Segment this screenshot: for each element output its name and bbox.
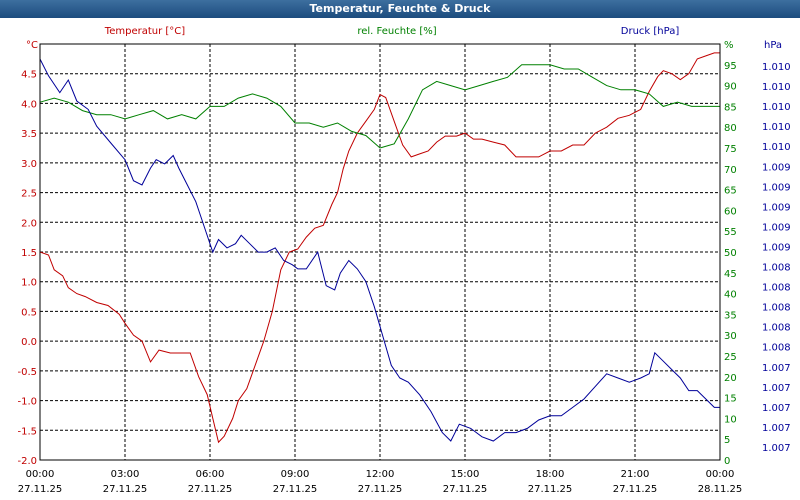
x-tick-time: 06:00 bbox=[196, 469, 225, 480]
humidity-tick: 45 bbox=[724, 269, 737, 280]
pressure-tick: 1.010 bbox=[762, 62, 791, 73]
humidity-tick: 85 bbox=[724, 102, 737, 113]
humidity-tick: 35 bbox=[724, 310, 737, 321]
humidity-tick: 65 bbox=[724, 186, 737, 197]
x-tick-time: 09:00 bbox=[281, 469, 310, 480]
humidity-tick: 50 bbox=[724, 248, 737, 259]
pressure-tick: 1.007 bbox=[762, 383, 791, 394]
temperature-tick: 1.0 bbox=[21, 278, 37, 289]
temperature-axis-label: Temperatur [°C] bbox=[104, 26, 185, 37]
pressure-tick: 1.010 bbox=[762, 82, 791, 93]
window-title: Temperatur, Feuchte & Druck bbox=[0, 0, 800, 18]
temperature-tick: -1.5 bbox=[17, 426, 37, 437]
humidity-tick: 0 bbox=[724, 456, 730, 467]
temperature-tick: -2.0 bbox=[17, 456, 37, 467]
pressure-tick: 1.008 bbox=[762, 263, 791, 274]
pressure-tick: 1.008 bbox=[762, 303, 791, 314]
temperature-tick: 2.5 bbox=[21, 189, 37, 200]
temperature-tick: -0.5 bbox=[17, 367, 37, 378]
plot-frame bbox=[39, 43, 721, 461]
pressure-tick: 1.007 bbox=[762, 423, 791, 434]
humidity-tick: 55 bbox=[724, 227, 737, 238]
x-tick-date: 28.11.25 bbox=[698, 484, 743, 495]
humidity-tick: 5 bbox=[724, 435, 730, 446]
pressure-tick: 1.008 bbox=[762, 283, 791, 294]
humidity-tick: 90 bbox=[724, 82, 737, 93]
humidity-tick: 75 bbox=[724, 144, 737, 155]
pressure-tick: 1.007 bbox=[762, 443, 791, 454]
temperature-tick: 2.0 bbox=[21, 218, 37, 229]
series-line-pressure bbox=[39, 58, 720, 442]
pressure-tick: 1.009 bbox=[762, 242, 791, 253]
x-tick-date: 27.11.25 bbox=[188, 484, 233, 495]
pressure-axis-label: Druck [hPa] bbox=[621, 26, 680, 37]
series-line-humidity bbox=[39, 64, 720, 149]
temperature-tick: 3.0 bbox=[21, 159, 37, 170]
pressure-tick: 1.009 bbox=[762, 222, 791, 233]
humidity-tick: 20 bbox=[724, 373, 737, 384]
x-tick-time: 12:00 bbox=[366, 469, 395, 480]
chart-frame bbox=[39, 43, 721, 461]
x-tick-time: 18:00 bbox=[536, 469, 565, 480]
temperature-tick: 0.5 bbox=[21, 307, 37, 318]
pressure-tick: 1.009 bbox=[762, 182, 791, 193]
temperature-tick: 1.5 bbox=[21, 248, 37, 259]
chart-labels: 00:00 27.11.25 03:00 27.11.25 06:00 27.11.25 0… bbox=[17, 26, 790, 495]
humidity-tick: 40 bbox=[724, 290, 737, 301]
temperature-tick: 0.0 bbox=[21, 337, 37, 348]
pressure-tick: 1.008 bbox=[762, 343, 791, 354]
temperature-tick: 3.5 bbox=[21, 129, 37, 140]
chart-grid bbox=[40, 44, 720, 460]
humidity-tick: 10 bbox=[724, 414, 737, 425]
temperature-tick: 4.0 bbox=[21, 99, 37, 110]
temperature-tick: 4.5 bbox=[21, 70, 37, 81]
humidity-tick: 15 bbox=[724, 394, 737, 405]
temperature-tick: -1.0 bbox=[17, 397, 37, 408]
pressure-unit: hPa bbox=[764, 40, 782, 51]
humidity-tick: 95 bbox=[724, 61, 737, 72]
pressure-tick: 1.010 bbox=[762, 142, 791, 153]
x-tick-date: 27.11.25 bbox=[443, 484, 488, 495]
x-tick-date: 27.11.25 bbox=[273, 484, 318, 495]
x-tick-time: 03:00 bbox=[111, 469, 140, 480]
humidity-unit: % bbox=[724, 40, 734, 51]
humidity-tick: 60 bbox=[724, 206, 737, 217]
pressure-tick: 1.008 bbox=[762, 323, 791, 334]
x-tick-time: 15:00 bbox=[451, 469, 480, 480]
pressure-tick: 1.009 bbox=[762, 162, 791, 173]
x-tick-time: 21:00 bbox=[621, 469, 650, 480]
humidity-tick: 70 bbox=[724, 165, 737, 176]
x-tick-date: 27.11.25 bbox=[18, 484, 63, 495]
chart-series bbox=[39, 52, 720, 444]
pressure-tick: 1.007 bbox=[762, 403, 791, 414]
x-tick-date: 27.11.25 bbox=[528, 484, 573, 495]
humidity-tick: 25 bbox=[724, 352, 737, 363]
x-tick-time: 00:00 bbox=[706, 469, 735, 480]
humidity-tick: 80 bbox=[724, 123, 737, 134]
x-tick-date: 27.11.25 bbox=[358, 484, 403, 495]
pressure-tick: 1.010 bbox=[762, 102, 791, 113]
pressure-tick: 1.009 bbox=[762, 202, 791, 213]
humidity-axis-label: rel. Feuchte [%] bbox=[357, 26, 436, 37]
x-tick-date: 27.11.25 bbox=[103, 484, 148, 495]
humidity-tick: 30 bbox=[724, 331, 737, 342]
pressure-tick: 1.007 bbox=[762, 363, 791, 374]
x-tick-date: 27.11.25 bbox=[613, 484, 658, 495]
pressure-tick: 1.010 bbox=[762, 122, 791, 133]
temperature-unit: °C bbox=[26, 40, 38, 51]
x-tick-time: 00:00 bbox=[26, 469, 55, 480]
